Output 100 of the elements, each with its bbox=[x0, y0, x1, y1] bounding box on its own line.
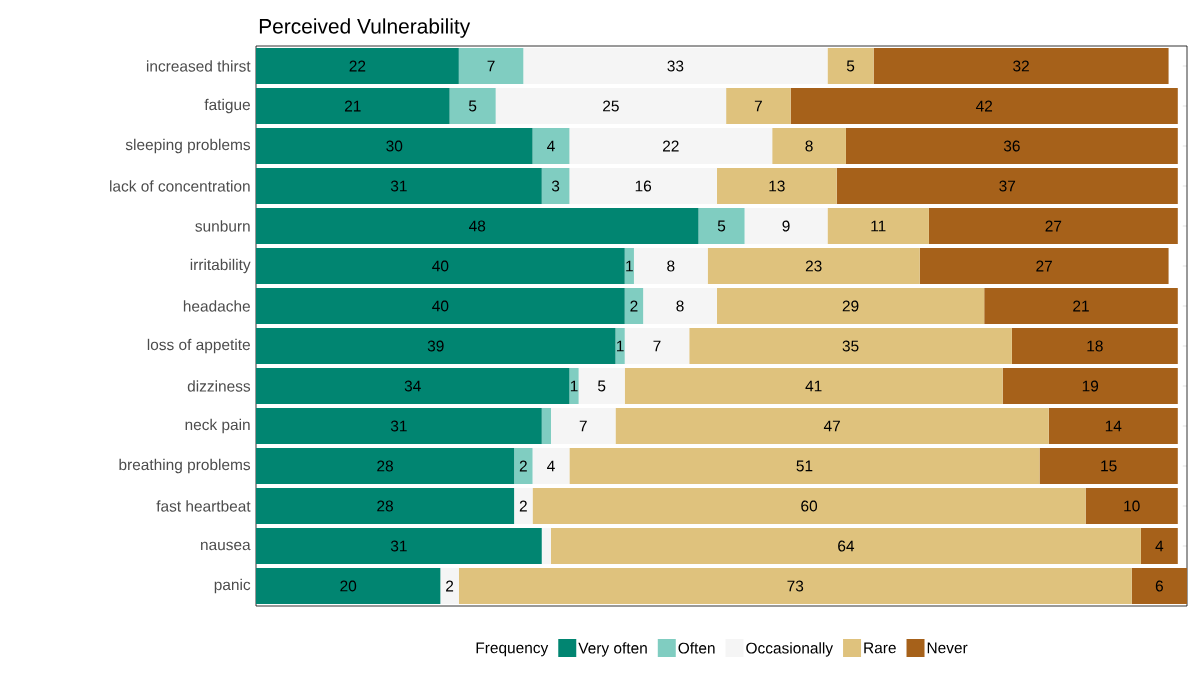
bar bbox=[532, 128, 570, 164]
data-label: 35 bbox=[842, 340, 859, 352]
bar bbox=[928, 208, 1178, 244]
bar bbox=[578, 368, 625, 404]
data-label: 2 bbox=[519, 500, 527, 512]
bar bbox=[256, 448, 515, 484]
bar bbox=[1039, 448, 1178, 484]
data-label: 39 bbox=[427, 340, 444, 352]
data-label: 7 bbox=[653, 340, 661, 352]
data-label: 31 bbox=[390, 420, 407, 432]
bar bbox=[458, 48, 524, 84]
bar bbox=[514, 488, 533, 525]
bar bbox=[256, 288, 625, 324]
data-label: 8 bbox=[676, 300, 684, 312]
chart-title: Perceived Vulnerability bbox=[259, 18, 471, 38]
data-label: 7 bbox=[579, 420, 587, 432]
y-tick-label: lack of concentration bbox=[110, 180, 250, 192]
y-tick-label: fatigue bbox=[204, 98, 250, 114]
bar bbox=[707, 248, 920, 284]
legend-label: Very often bbox=[578, 642, 647, 657]
bar bbox=[256, 368, 570, 404]
data-label: 41 bbox=[805, 380, 822, 392]
bar bbox=[449, 88, 496, 124]
data-label: 73 bbox=[787, 580, 804, 592]
bar bbox=[1048, 408, 1178, 444]
bar bbox=[256, 528, 542, 565]
data-label: 5 bbox=[598, 380, 606, 392]
bar bbox=[726, 88, 791, 124]
bar bbox=[772, 128, 846, 164]
data-label: 13 bbox=[769, 180, 785, 192]
data-label: 19 bbox=[1082, 380, 1099, 392]
bar bbox=[569, 448, 1040, 484]
bar bbox=[550, 528, 1141, 565]
bar bbox=[569, 168, 717, 204]
bar bbox=[541, 528, 551, 565]
bar bbox=[523, 48, 828, 84]
bar bbox=[1140, 528, 1178, 565]
bar bbox=[1085, 488, 1178, 525]
bar bbox=[698, 208, 745, 244]
data-label: 40 bbox=[432, 260, 449, 272]
data-label: 34 bbox=[404, 380, 421, 392]
data-label: 16 bbox=[635, 180, 652, 192]
data-label: 22 bbox=[663, 140, 679, 152]
bar bbox=[984, 288, 1178, 324]
data-label: 18 bbox=[1087, 340, 1103, 352]
bar bbox=[845, 128, 1178, 164]
data-label: 2 bbox=[519, 460, 527, 472]
bar bbox=[716, 168, 837, 204]
bar bbox=[624, 368, 1003, 404]
bar bbox=[256, 168, 542, 204]
data-label: 9 bbox=[782, 220, 790, 232]
bar bbox=[633, 248, 708, 284]
data-label: 5 bbox=[468, 100, 477, 112]
data-label: 30 bbox=[386, 140, 403, 152]
data-label: 28 bbox=[377, 460, 393, 472]
bar bbox=[790, 88, 1178, 124]
bar bbox=[919, 248, 1169, 284]
data-label: 31 bbox=[390, 540, 407, 552]
y-tick-label: neck pain bbox=[185, 418, 250, 434]
bar bbox=[256, 488, 515, 525]
y-tick-label: panic bbox=[214, 578, 251, 594]
data-label: 8 bbox=[805, 140, 813, 152]
bar bbox=[541, 168, 570, 204]
bar bbox=[827, 208, 929, 244]
data-label: 15 bbox=[1101, 460, 1117, 472]
data-label: 4 bbox=[547, 460, 555, 472]
bar bbox=[689, 328, 1012, 364]
data-label: 7 bbox=[487, 60, 495, 72]
data-label: 64 bbox=[838, 540, 855, 552]
legend-label: Often bbox=[678, 642, 715, 654]
bar bbox=[532, 488, 1086, 525]
data-label: 21 bbox=[1073, 300, 1089, 312]
legend-title: Frequency bbox=[476, 642, 549, 657]
y-tick-label: breathing problems bbox=[119, 458, 251, 474]
data-label: 14 bbox=[1105, 420, 1122, 432]
data-label: 10 bbox=[1124, 500, 1140, 512]
data-label: 4 bbox=[547, 140, 555, 152]
bar bbox=[873, 48, 1169, 84]
data-label: 21 bbox=[344, 100, 361, 112]
data-label: 1 bbox=[570, 380, 578, 392]
data-label: 4 bbox=[1155, 540, 1164, 552]
bar bbox=[256, 208, 699, 244]
y-tick-label: sunburn bbox=[195, 220, 250, 232]
legend-label: Occasionally bbox=[746, 642, 834, 657]
data-label: 32 bbox=[1013, 60, 1029, 72]
bar bbox=[624, 248, 634, 284]
bar bbox=[1131, 568, 1188, 605]
bar bbox=[615, 328, 625, 364]
bar bbox=[836, 168, 1178, 204]
bar bbox=[643, 288, 717, 324]
y-tick-label: headache bbox=[183, 300, 250, 312]
data-label: 33 bbox=[667, 60, 684, 72]
data-label: 47 bbox=[823, 420, 840, 432]
y-tick-label: increased thirst bbox=[146, 60, 251, 72]
bar bbox=[256, 88, 450, 124]
bar bbox=[256, 568, 441, 605]
bar bbox=[569, 368, 579, 404]
bar bbox=[624, 288, 644, 324]
y-tick-label: sleeping problems bbox=[125, 138, 251, 154]
bar bbox=[256, 128, 533, 164]
